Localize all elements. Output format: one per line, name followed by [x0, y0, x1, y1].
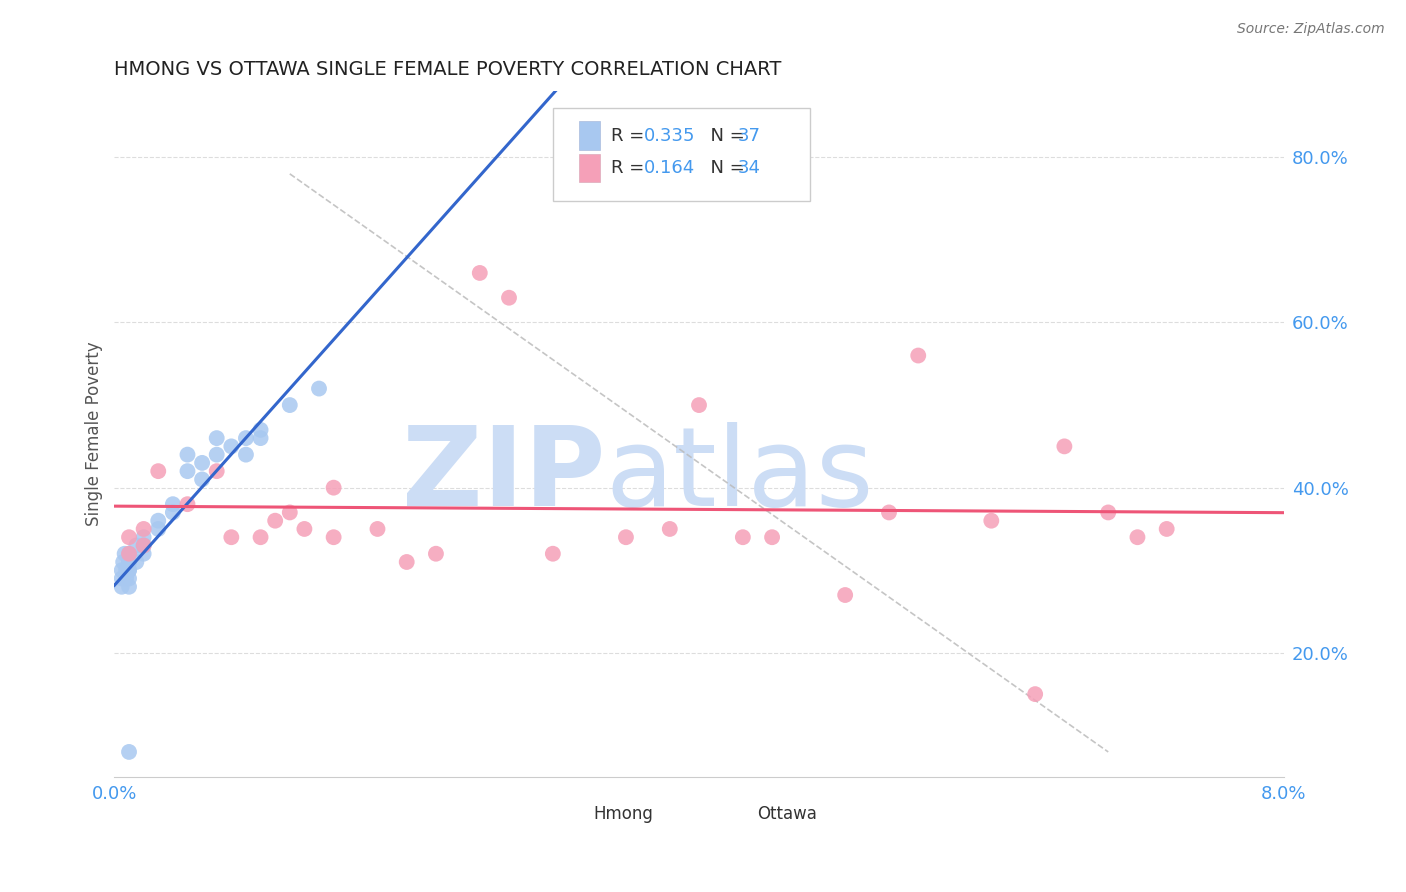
Point: [308, 382, 330, 396]
Point: [264, 514, 287, 528]
Point: [658, 522, 681, 536]
Text: R =: R =: [612, 127, 651, 145]
FancyBboxPatch shape: [579, 121, 599, 150]
Point: [221, 439, 243, 453]
Point: [132, 539, 155, 553]
Point: [278, 505, 301, 519]
Point: [294, 522, 316, 536]
Text: ZIP: ZIP: [402, 422, 606, 529]
Point: [118, 555, 141, 569]
Point: [125, 539, 148, 553]
Point: [834, 588, 856, 602]
Point: [191, 456, 214, 470]
Point: [148, 514, 170, 528]
Point: [322, 481, 344, 495]
Point: [249, 530, 271, 544]
Point: [162, 505, 184, 519]
Point: [249, 423, 271, 437]
FancyBboxPatch shape: [723, 802, 748, 827]
Point: [118, 580, 141, 594]
Point: [176, 448, 198, 462]
Point: [111, 580, 134, 594]
Text: 37: 37: [738, 127, 761, 145]
Point: [235, 431, 257, 445]
Point: [176, 464, 198, 478]
Point: [221, 530, 243, 544]
Text: atlas: atlas: [606, 422, 875, 529]
Y-axis label: Single Female Poverty: Single Female Poverty: [86, 342, 103, 526]
Text: 0.335: 0.335: [644, 127, 696, 145]
Point: [907, 349, 929, 363]
Point: [235, 448, 257, 462]
Point: [132, 547, 155, 561]
Text: Hmong: Hmong: [593, 805, 654, 823]
Point: [1156, 522, 1178, 536]
Point: [731, 530, 754, 544]
Text: R =: R =: [612, 159, 651, 177]
Text: HMONG VS OTTAWA SINGLE FEMALE POVERTY CORRELATION CHART: HMONG VS OTTAWA SINGLE FEMALE POVERTY CO…: [114, 60, 782, 78]
Point: [468, 266, 491, 280]
Point: [1126, 530, 1149, 544]
Point: [366, 522, 388, 536]
Text: 34: 34: [738, 159, 761, 177]
Point: [132, 530, 155, 544]
Point: [761, 530, 783, 544]
Point: [162, 497, 184, 511]
FancyBboxPatch shape: [579, 153, 599, 183]
Point: [112, 555, 135, 569]
Point: [118, 530, 141, 544]
Point: [980, 514, 1002, 528]
Point: [322, 530, 344, 544]
FancyBboxPatch shape: [558, 802, 585, 827]
Text: Source: ZipAtlas.com: Source: ZipAtlas.com: [1237, 22, 1385, 37]
Point: [115, 572, 138, 586]
Point: [541, 547, 564, 561]
Point: [1097, 505, 1119, 519]
Point: [176, 497, 198, 511]
Text: N =: N =: [699, 159, 751, 177]
Point: [205, 464, 228, 478]
Point: [877, 505, 900, 519]
Point: [614, 530, 637, 544]
Point: [498, 291, 520, 305]
Point: [118, 555, 141, 569]
Point: [114, 547, 136, 561]
Point: [148, 464, 170, 478]
Point: [395, 555, 418, 569]
Point: [148, 522, 170, 536]
Text: N =: N =: [699, 127, 751, 145]
Text: 0.164: 0.164: [644, 159, 696, 177]
Point: [249, 431, 271, 445]
Point: [191, 472, 214, 486]
Point: [118, 745, 141, 759]
Point: [111, 572, 134, 586]
Point: [688, 398, 710, 412]
Point: [205, 431, 228, 445]
Point: [118, 547, 141, 561]
Point: [115, 563, 138, 577]
FancyBboxPatch shape: [553, 109, 810, 201]
Point: [1024, 687, 1046, 701]
Text: Ottawa: Ottawa: [758, 805, 817, 823]
Point: [1053, 439, 1076, 453]
Point: [278, 398, 301, 412]
Point: [132, 539, 155, 553]
Point: [132, 522, 155, 536]
Point: [125, 555, 148, 569]
Point: [425, 547, 447, 561]
Point: [118, 572, 141, 586]
Point: [111, 563, 134, 577]
Point: [205, 448, 228, 462]
Point: [118, 563, 141, 577]
Point: [118, 547, 141, 561]
Point: [118, 563, 141, 577]
